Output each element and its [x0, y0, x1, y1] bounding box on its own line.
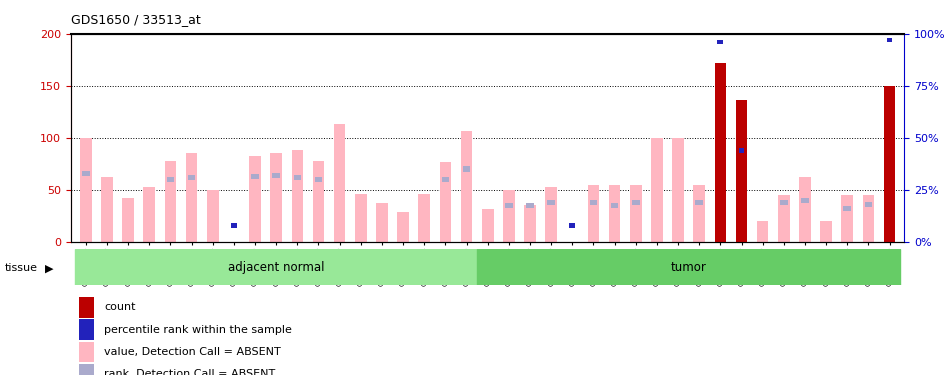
Bar [167, 177, 174, 182]
Bar [143, 187, 155, 242]
Bar [630, 184, 641, 242]
Bar [101, 177, 113, 242]
Bar [251, 174, 259, 179]
Bar [441, 177, 449, 182]
Bar [334, 124, 346, 242]
Bar [477, 249, 901, 285]
Bar [718, 40, 724, 44]
Bar [885, 188, 893, 194]
Bar [80, 138, 92, 242]
Bar [122, 198, 134, 242]
Bar [439, 162, 451, 242]
Text: adjacent normal: adjacent normal [228, 261, 325, 274]
Bar [80, 297, 95, 318]
Bar [609, 184, 620, 242]
Text: tissue: tissue [5, 263, 38, 273]
Bar [505, 203, 512, 208]
Bar [842, 195, 853, 242]
Bar [739, 148, 744, 153]
Bar [569, 223, 575, 228]
Bar [461, 130, 473, 242]
Bar [355, 194, 366, 242]
Bar [801, 198, 809, 203]
Bar [865, 202, 872, 207]
Bar [695, 200, 703, 205]
Bar [757, 221, 768, 242]
Bar [844, 206, 851, 211]
Bar [715, 63, 726, 242]
Bar [884, 153, 896, 242]
Bar [294, 175, 301, 180]
Text: count: count [104, 302, 135, 312]
Bar [188, 175, 195, 180]
Bar [778, 195, 790, 242]
Bar [672, 138, 684, 242]
Bar [611, 203, 618, 208]
Text: percentile rank within the sample: percentile rank within the sample [104, 325, 293, 334]
Bar [75, 249, 477, 285]
Bar [80, 364, 95, 375]
Bar [398, 212, 409, 242]
Bar [736, 100, 747, 242]
Bar [273, 172, 280, 178]
Bar [313, 161, 324, 242]
Bar [165, 161, 176, 242]
Bar [292, 150, 303, 242]
Text: rank, Detection Call = ABSENT: rank, Detection Call = ABSENT [104, 369, 276, 375]
Bar [547, 200, 555, 205]
Bar [884, 86, 896, 242]
Bar [82, 171, 90, 176]
Text: GDS1650 / 33513_at: GDS1650 / 33513_at [71, 13, 201, 26]
Bar [271, 153, 282, 242]
Bar [314, 177, 322, 182]
Bar [249, 156, 260, 242]
Bar [820, 221, 832, 242]
Bar [527, 203, 534, 208]
Bar [799, 177, 811, 242]
Bar [588, 184, 599, 242]
Bar [590, 200, 598, 205]
Bar [80, 320, 95, 340]
Bar [632, 200, 639, 205]
Bar [503, 190, 514, 242]
Bar [376, 203, 387, 242]
Bar [693, 184, 705, 242]
Bar [652, 138, 663, 242]
Bar [525, 206, 536, 242]
Bar [186, 153, 197, 242]
Text: ▶: ▶ [45, 264, 54, 274]
Text: value, Detection Call = ABSENT: value, Detection Call = ABSENT [104, 347, 281, 357]
Bar [419, 194, 430, 242]
Bar [80, 342, 95, 362]
Bar [231, 223, 237, 228]
Text: tumor: tumor [670, 261, 706, 274]
Bar [886, 38, 892, 42]
Bar [780, 200, 788, 205]
Bar [482, 209, 493, 242]
Bar [863, 195, 874, 242]
Bar [207, 190, 219, 242]
Bar [463, 166, 471, 172]
Bar [545, 187, 557, 242]
